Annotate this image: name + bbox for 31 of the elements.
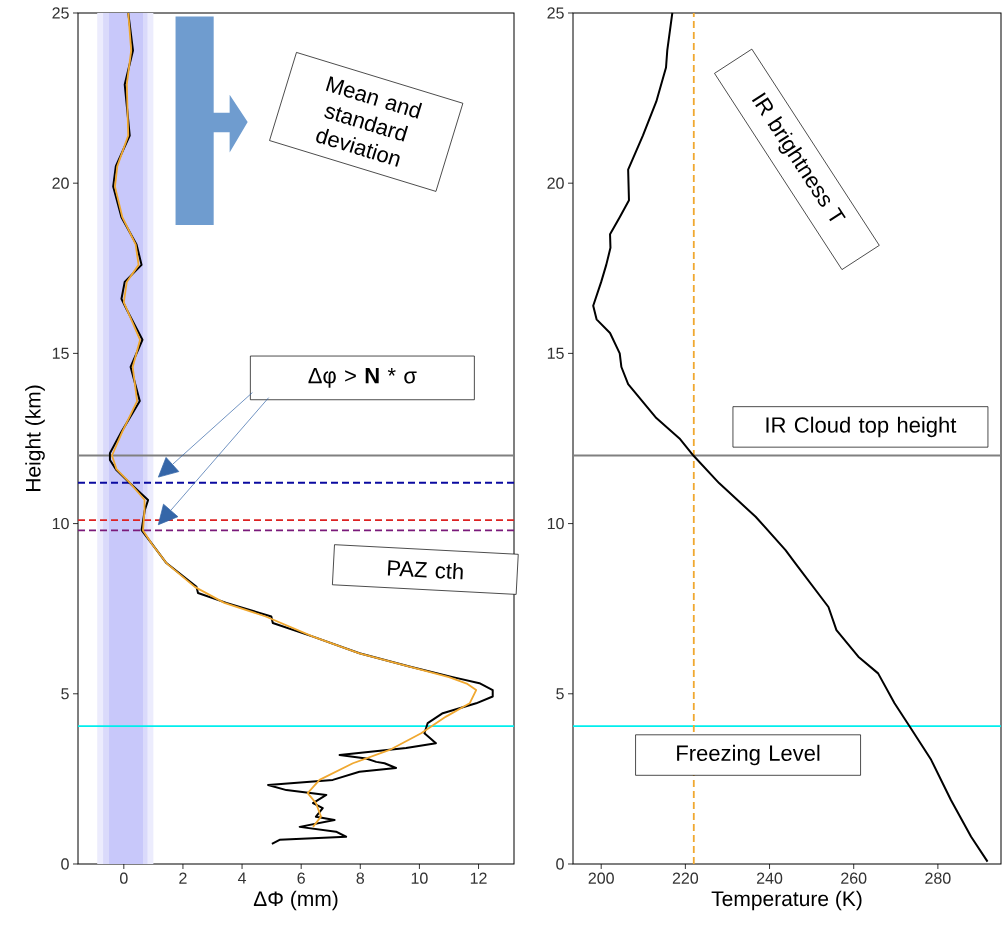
x-tick-label: 4 [237,872,247,884]
annotation: PAZ cth [387,560,463,580]
x-tick-label: 240 [756,872,783,884]
y-tick-label: 5 [556,688,564,700]
y-tick-label: 20 [547,177,564,189]
x-axis-title: ΔΦ (mm) [253,890,338,911]
y-axis-title: Height (km) [25,385,45,492]
y-tick-label: 10 [547,517,564,530]
y-tick-label: 25 [52,7,69,19]
y-tick-label: 20 [52,177,69,189]
x-tick-label: 12 [470,872,487,884]
x-tick-label: 2 [179,872,187,884]
x-axis-title: Temperature (K) [711,890,862,911]
x-tick-label: 200 [588,872,614,884]
y-tick-label: 15 [547,347,564,359]
y-tick-label: 15 [52,347,69,359]
ref-line-label: IR Cloud top height [766,416,957,438]
annotation: Δφ > N* σ [308,368,417,388]
x-tick-label: 220 [672,872,699,884]
y-tick-label: 5 [61,688,69,700]
x-tick-label: 6 [297,872,305,884]
y-tick-label: 10 [52,517,69,530]
y-tick-label: 25 [547,7,564,19]
ref-line-label: Freezing Level [677,744,820,766]
y-tick-label: 0 [556,858,564,870]
x-tick-label: 8 [356,872,365,884]
x-tick-label: 10 [411,872,428,884]
x-tick-label: 0 [120,872,128,884]
x-tick-label: 260 [841,872,867,884]
y-tick-label: 0 [61,858,69,870]
x-tick-label: 280 [925,872,951,884]
